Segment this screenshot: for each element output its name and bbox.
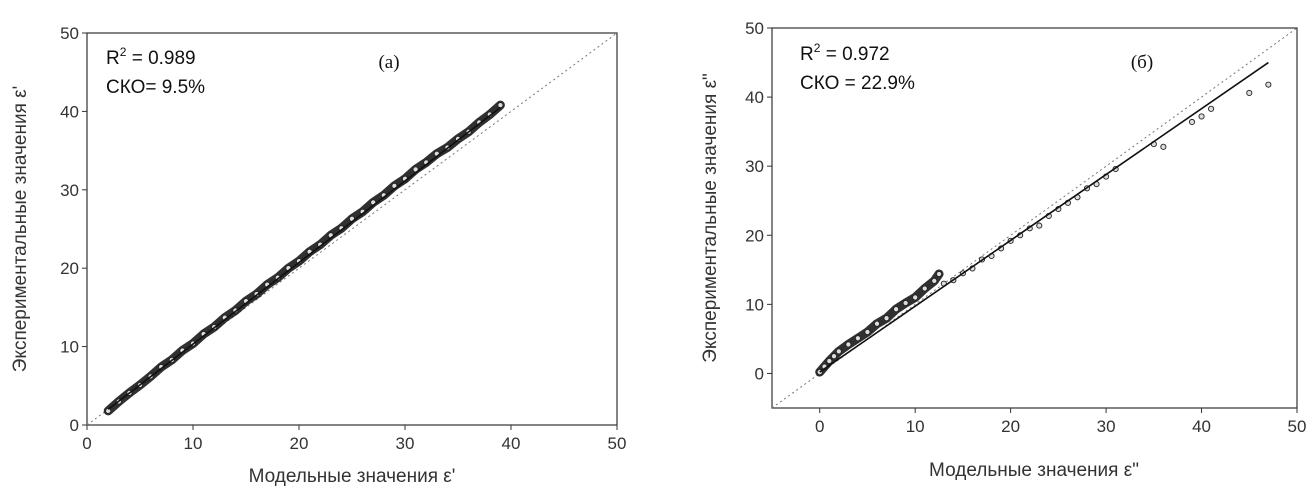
y-tick-label: 50	[60, 24, 79, 43]
data-point	[1198, 113, 1205, 120]
y-tick-label: 20	[745, 226, 764, 245]
x-tick-label: 0	[815, 417, 824, 436]
x-tick-label: 20	[1001, 417, 1020, 436]
x-tick-label: 0	[82, 434, 91, 453]
chart-b: 0 10 20 30 40 50 0 10 20 30 40 50 Модельные значен…	[700, 19, 1306, 481]
data-point	[935, 270, 943, 278]
data-point	[1036, 222, 1043, 229]
data-point	[105, 407, 112, 414]
chart-a-fit-line	[107, 106, 501, 410]
chart-a-r2-text: R2 = 0.989	[106, 45, 196, 69]
x-tick-label: 30	[1097, 417, 1116, 436]
chart-b-x-ticks: 0 10 20 30 40 50	[815, 408, 1306, 436]
data-point	[835, 348, 842, 355]
data-point	[931, 277, 938, 284]
data-point	[1208, 105, 1215, 112]
chart-b-r2-value: = 0.972	[820, 44, 889, 65]
y-tick-label: 40	[745, 88, 764, 107]
chart-b-point-cloud	[815, 269, 944, 377]
data-point	[830, 353, 838, 360]
y-tick-label: 40	[60, 102, 79, 121]
data-point	[1246, 89, 1253, 96]
chart-b-r2-sup: 2	[814, 41, 821, 55]
data-point	[854, 335, 861, 342]
chart-a-x-axis-label: Модельные значения ε'	[249, 466, 456, 487]
data-point	[1160, 143, 1167, 150]
chart-a-r2-sup: 2	[120, 45, 127, 59]
chart-b-y-axis-label: Экспериментальные значения ε"	[700, 73, 721, 363]
y-tick-label: 10	[60, 338, 79, 357]
data-point	[1265, 81, 1272, 88]
chart-b-identity-line	[771, 27, 1298, 409]
y-tick-label: 0	[70, 416, 79, 435]
data-point	[921, 285, 928, 292]
x-tick-label: 30	[396, 434, 415, 453]
x-tick-label: 50	[608, 434, 627, 453]
chart-a-y-ticks: 0 10 20 30 40 50	[60, 24, 87, 435]
x-tick-label: 40	[1192, 417, 1211, 436]
chart-b-y-ticks: 0 10 20 30 40 50	[745, 19, 772, 383]
data-point	[912, 294, 919, 301]
chart-a-y-axis-label: Экспериментальные значения ε'	[10, 86, 31, 372]
x-tick-label: 10	[184, 434, 203, 453]
x-tick-label: 10	[906, 417, 925, 436]
data-point	[497, 102, 504, 109]
y-tick-label: 50	[745, 19, 764, 38]
data-point	[845, 341, 852, 348]
y-tick-label: 0	[755, 364, 764, 383]
chart-b-rmse-text: СКО = 22.9%	[800, 73, 915, 94]
data-point	[864, 328, 871, 336]
data-point	[826, 357, 833, 365]
chart-b-x-axis-label: Модельные значения ε"	[929, 460, 1139, 481]
chart-b-fit-line	[819, 61, 1269, 373]
y-tick-label: 20	[60, 259, 79, 278]
data-point	[1188, 118, 1196, 126]
x-tick-label: 50	[1288, 417, 1307, 436]
data-point	[873, 320, 881, 327]
chart-a-x-ticks: 0 10 20 30 40 50	[82, 425, 626, 453]
chart-a-r2-label: R	[106, 48, 120, 69]
chart-b-r2-label: R	[800, 44, 814, 65]
chart-a-panel-label: (а)	[378, 52, 399, 73]
chart-b-points	[816, 81, 1272, 376]
y-tick-label: 10	[745, 295, 764, 314]
chart-a-rmse-text: СКО= 9.5%	[106, 77, 205, 98]
chart-a: 0 10 20 30 40 50 0 10 20 30 40 50 Модельные значен…	[10, 24, 626, 487]
chart-a-r2-value: = 0.989	[126, 48, 195, 69]
data-point	[893, 306, 900, 313]
chart-b-panel-label: (б)	[1131, 52, 1153, 73]
y-tick-label: 30	[745, 157, 764, 176]
x-tick-label: 20	[290, 434, 309, 453]
x-tick-label: 40	[502, 434, 521, 453]
point-cloud-band	[815, 269, 944, 377]
data-point	[902, 299, 909, 307]
y-tick-label: 30	[60, 181, 79, 200]
data-point	[883, 315, 890, 322]
chart-b-r2-text: R2 = 0.972	[800, 41, 890, 65]
